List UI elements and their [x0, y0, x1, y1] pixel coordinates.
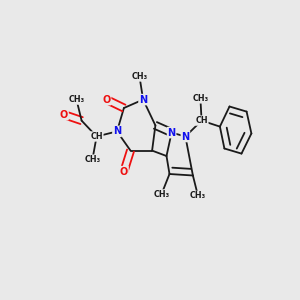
Text: CH₃: CH₃: [192, 94, 208, 103]
Text: CH₃: CH₃: [190, 191, 206, 200]
Text: N: N: [167, 128, 176, 138]
Text: O: O: [120, 167, 128, 177]
Text: N: N: [181, 131, 190, 142]
Text: CH: CH: [195, 116, 208, 125]
Text: N: N: [139, 94, 147, 105]
Text: CH₃: CH₃: [153, 190, 170, 199]
Text: O: O: [102, 94, 111, 105]
Text: CH₃: CH₃: [68, 95, 85, 104]
Text: N: N: [113, 126, 121, 136]
Text: CH: CH: [90, 132, 103, 141]
Text: O: O: [60, 110, 68, 120]
Text: CH₃: CH₃: [84, 155, 101, 164]
Text: CH₃: CH₃: [131, 72, 148, 81]
